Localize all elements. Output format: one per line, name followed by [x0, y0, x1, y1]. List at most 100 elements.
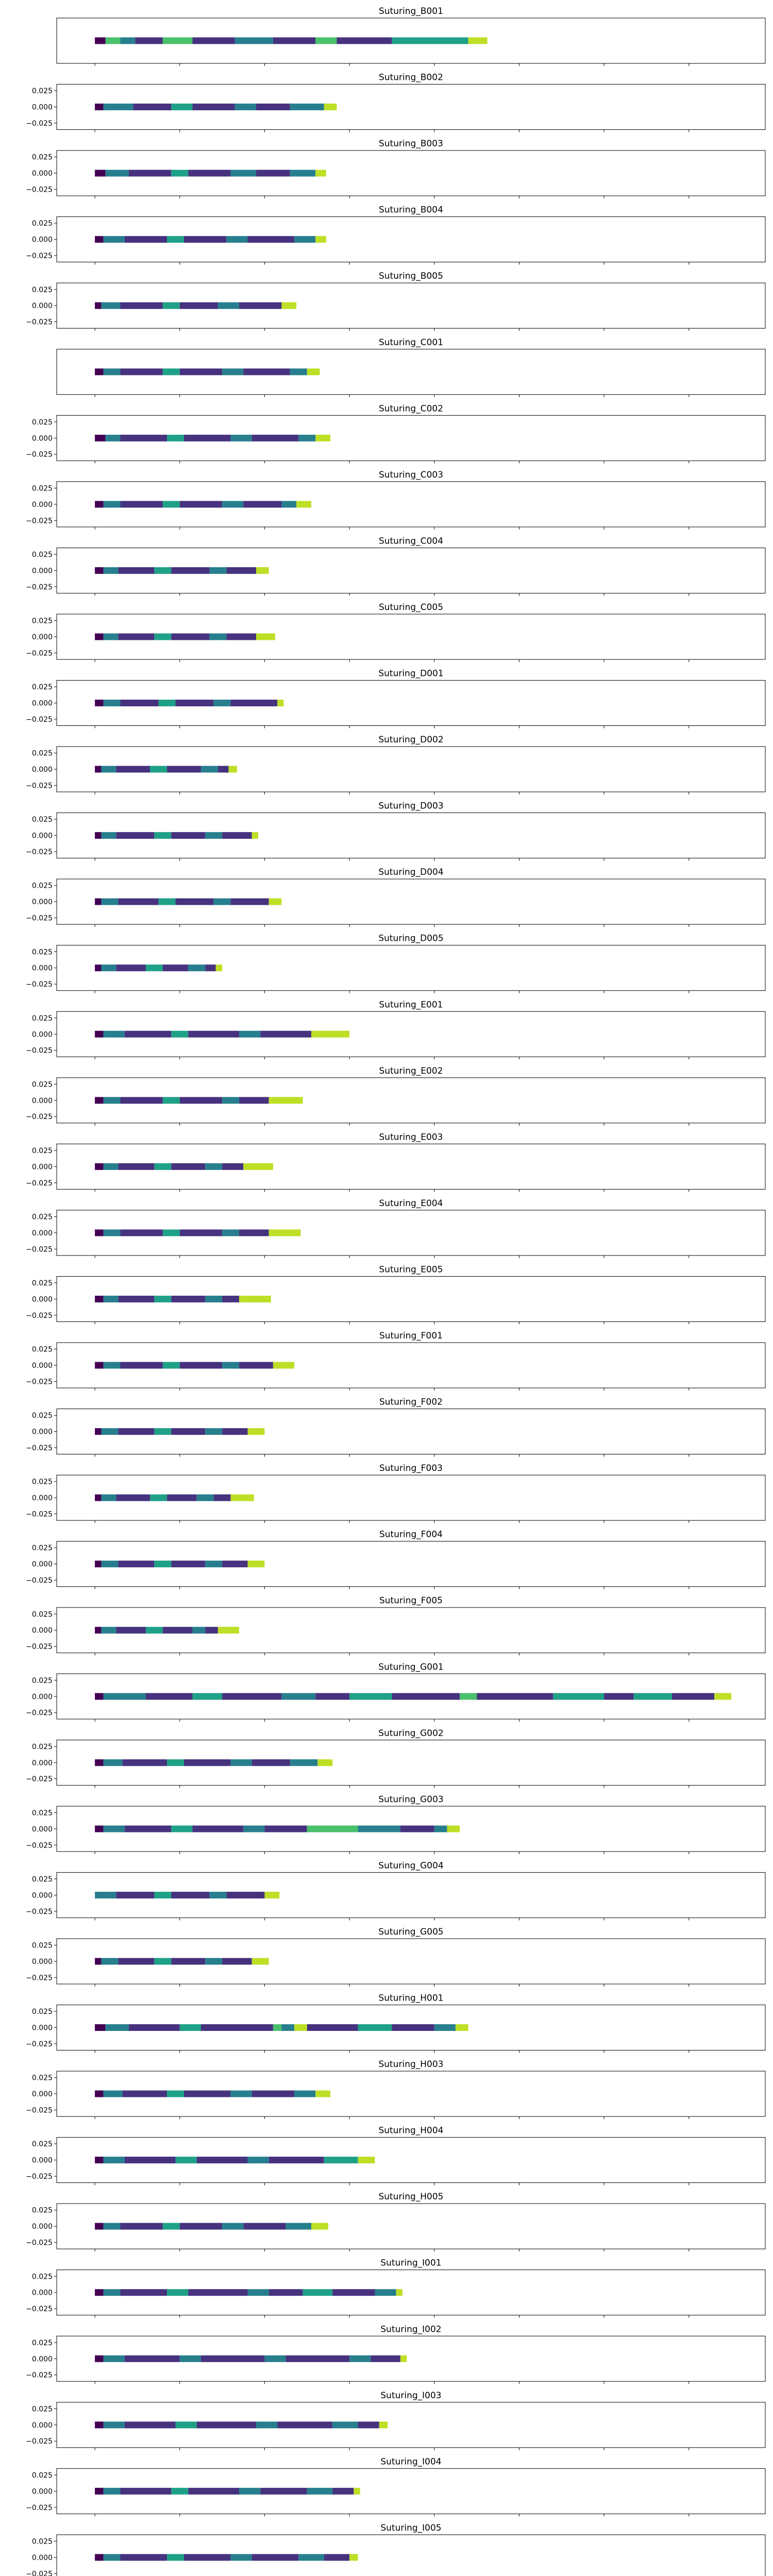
y-tick-label: −0.025 [26, 914, 53, 923]
gesture-segment [260, 2487, 307, 2495]
subplot: Suturing_I001 0.025 0.000 −0.025 [26, 2258, 766, 2318]
gesture-segment [230, 2090, 252, 2097]
gesture-segment [120, 37, 136, 44]
gesture-segment [118, 1163, 155, 1170]
gesture-segment [222, 368, 244, 376]
gesture-segment [222, 1362, 240, 1369]
gesture-segment [150, 1494, 167, 1501]
gesture-segment [222, 832, 252, 839]
subplot-title: Suturing_G001 [378, 1662, 443, 1672]
gesture-segment [260, 1030, 312, 1038]
y-tick-label: 0.025 [32, 2140, 53, 2148]
gesture-segment [103, 501, 121, 508]
gesture-segment [209, 633, 227, 640]
gesture-segment [103, 1295, 119, 1302]
gesture-segment [95, 898, 102, 905]
y-tick-label: 0.000 [32, 633, 53, 641]
subplot-title: Suturing_H005 [378, 2192, 443, 2202]
subplot: Suturing_B002 0.025 0.000 −0.025 [26, 73, 766, 132]
gesture-segment [247, 1561, 265, 1568]
gesture-segment [434, 2024, 456, 2031]
gesture-segment [455, 2024, 468, 2031]
gesture-segment [118, 898, 159, 905]
y-tick-label: 0.025 [32, 2471, 53, 2480]
gesture-segment [124, 1825, 172, 1833]
subplot: Suturing_F001 0.025 0.000 −0.025 [26, 1331, 766, 1391]
gesture-segment [205, 1428, 223, 1435]
gesture-segment [162, 1097, 180, 1104]
y-tick-label: 0.000 [32, 1693, 53, 1701]
gesture-segment [311, 2223, 328, 2230]
gesture-segment [277, 2421, 333, 2429]
y-tick-label: −0.025 [26, 2504, 53, 2512]
gesture-segment [205, 1561, 223, 1568]
gesture-segment [192, 1825, 244, 1833]
y-tick-label: −0.025 [26, 2437, 53, 2446]
gesture-segment [307, 368, 320, 376]
y-tick-label: 0.000 [32, 1561, 53, 1569]
gesture-segment [184, 2090, 231, 2097]
gesture-segment [124, 236, 167, 243]
subplot: Suturing_H004 0.025 0.000 −0.025 [26, 2126, 766, 2185]
gesture-segment [332, 2289, 375, 2296]
gesture-segment [205, 1295, 223, 1302]
gesture-segment [103, 1097, 121, 1104]
gesture-segment [400, 2355, 407, 2362]
gesture-segment [247, 2289, 269, 2296]
subplot-title: Suturing_B002 [379, 73, 443, 83]
y-tick-label: 0.000 [32, 2421, 53, 2430]
subplot: Suturing_B005 0.025 0.000 −0.025 [26, 271, 766, 331]
gesture-segment [162, 501, 180, 508]
gesture-segment [101, 964, 116, 972]
y-tick-label: 0.000 [32, 1362, 53, 1370]
y-tick-label: 0.025 [32, 1213, 53, 1221]
gesture-segment [358, 1825, 400, 1833]
gesture-segment [171, 633, 210, 640]
gesture-segment [95, 832, 102, 839]
gesture-segment [162, 368, 180, 376]
gesture-segment [171, 170, 189, 177]
subplot-title: Suturing_G002 [378, 1728, 443, 1738]
gesture-segment [167, 2090, 184, 2097]
gesture-segment [332, 2487, 354, 2495]
gesture-segment [222, 1295, 240, 1302]
gesture-segment [101, 302, 121, 309]
gesture-segment [154, 1958, 172, 1965]
y-tick-label: −0.025 [26, 1709, 53, 1717]
y-tick-label: 0.025 [32, 2537, 53, 2546]
gesture-segment [101, 1626, 116, 1634]
gesture-segment [222, 1163, 244, 1170]
gesture-segment [179, 302, 218, 309]
gesture-segment [116, 1891, 155, 1899]
subplot-title: Suturing_C004 [379, 536, 443, 546]
gesture-segment [311, 1030, 350, 1038]
gesture-segment [358, 2157, 375, 2164]
gesture-segment [167, 1494, 197, 1501]
gesture-segment [95, 1958, 102, 1965]
gesture-segment [95, 766, 102, 773]
y-tick-label: 0.025 [32, 2339, 53, 2347]
subplot: Suturing_I0050.0250.000−0.02502004006008… [26, 2523, 766, 2576]
gesture-segment [268, 898, 282, 905]
y-tick-label: 0.025 [32, 1478, 53, 1486]
gesture-segment [95, 2487, 104, 2495]
gesture-segment [226, 633, 256, 640]
gesture-segment [332, 2421, 358, 2429]
gesture-segment [95, 37, 106, 44]
gesture-segment [188, 964, 206, 972]
gesture-segment [103, 1825, 125, 1833]
gesture-segment [171, 567, 210, 574]
gesture-segment [217, 1626, 240, 1634]
y-tick-label: −0.025 [26, 1179, 53, 1188]
y-tick-label: 0.025 [32, 948, 53, 956]
gesture-segment [239, 1295, 271, 1302]
gesture-segment [171, 1891, 210, 1899]
gesture-segment [95, 434, 106, 442]
subplot: Suturing_I003 0.025 0.000 −0.025 [26, 2391, 766, 2450]
y-tick-label: 0.000 [32, 2223, 53, 2231]
subplot-title: Suturing_E003 [379, 1132, 443, 1142]
gesture-segment [103, 1693, 146, 1700]
gesture-segment [273, 37, 316, 44]
y-tick-label: −0.025 [26, 1113, 53, 1121]
